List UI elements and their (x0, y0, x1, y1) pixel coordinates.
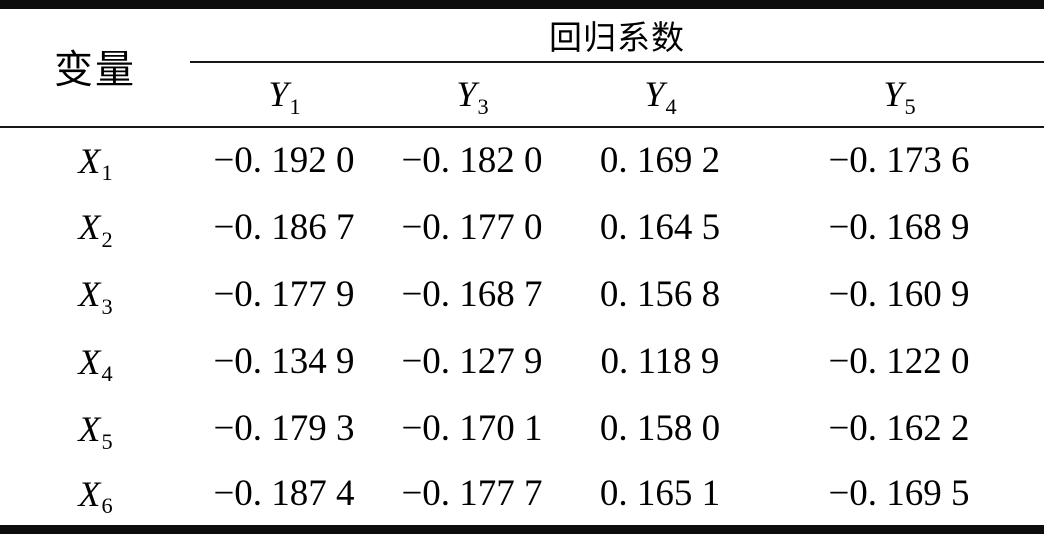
coefficient-cell: −0. 179 3 (213, 408, 355, 450)
sub-header-row: Y1 Y3 Y4 Y5 (0, 61, 1044, 128)
coefficient-cell: −0. 187 4 (213, 473, 355, 515)
coefficient-cell: −0. 127 9 (401, 341, 543, 383)
column-header-y4-base: Y (644, 74, 665, 114)
table-row: X4 −0. 134 9 −0. 127 9 0. 118 9 −0. 122 … (0, 328, 1044, 395)
column-header-y5: Y5 (754, 61, 1044, 128)
row-label-base: X (78, 408, 101, 449)
column-header-y1: Y1 (190, 61, 378, 128)
coefficient-cell: −0. 177 9 (213, 273, 355, 315)
group-header-row: 变量 回归系数 (0, 4, 1044, 128)
table-row: X1 −0. 192 0 −0. 182 0 0. 169 2 −0. 173 … (0, 127, 1044, 194)
coefficient-cell: 0. 165 1 (599, 473, 721, 515)
table-header: 变量 回归系数 Y1 Y3 Y4 Y5 (0, 4, 1044, 128)
coefficient-cell: −0. 169 5 (828, 473, 970, 515)
coefficient-cell: −0. 177 0 (401, 206, 543, 248)
coefficient-cell: 0. 164 5 (599, 206, 721, 248)
table-row: X5 −0. 179 3 −0. 170 1 0. 158 0 −0. 162 … (0, 395, 1044, 462)
row-label-subscript: 5 (101, 428, 113, 454)
coefficient-cell: −0. 160 9 (828, 273, 970, 315)
coefficient-cell: −0. 168 9 (828, 206, 970, 248)
table-row: X2 −0. 186 7 −0. 177 0 0. 164 5 −0. 168 … (0, 194, 1044, 261)
coefficient-cell: −0. 170 1 (401, 408, 543, 450)
row-label: X5 (0, 395, 190, 462)
coefficient-cell: −0. 168 7 (401, 273, 543, 315)
row-label: X6 (0, 462, 190, 529)
regression-coefficient-group-header: 回归系数 (190, 4, 1044, 63)
coefficient-cell: −0. 134 9 (213, 341, 355, 383)
row-label-base: X (78, 274, 101, 315)
row-label-subscript: 4 (101, 361, 113, 387)
row-label-base: X (78, 341, 101, 382)
column-header-y3-base: Y (456, 74, 477, 114)
column-header-y3: Y3 (378, 61, 566, 128)
row-label: X3 (0, 261, 190, 328)
coefficient-cell: −0. 177 7 (401, 473, 543, 515)
table-row: X3 −0. 177 9 −0. 168 7 0. 156 8 −0. 160 … (0, 261, 1044, 328)
row-label: X2 (0, 194, 190, 261)
coefficient-cell: −0. 186 7 (213, 206, 355, 248)
column-header-y5-base: Y (883, 74, 904, 114)
column-header-y1-base: Y (268, 74, 289, 114)
coefficient-cell: 0. 158 0 (599, 408, 721, 450)
coefficient-cell: 0. 156 8 (599, 273, 721, 315)
row-label-base: X (78, 140, 101, 181)
column-header-y4-subscript: 4 (665, 93, 677, 119)
coefficient-cell: −0. 162 2 (828, 408, 970, 450)
column-header-y3-subscript: 3 (477, 93, 489, 119)
row-label-subscript: 2 (101, 227, 113, 253)
row-label-base: X (78, 207, 101, 248)
coefficient-cell: 0. 169 2 (599, 140, 721, 182)
column-header-y4: Y4 (566, 61, 754, 128)
table-row: X6 −0. 187 4 −0. 177 7 0. 165 1 −0. 169 … (0, 462, 1044, 529)
column-header-y1-subscript: 1 (289, 93, 301, 119)
variable-column-header: 变量 (0, 4, 190, 128)
row-label-subscript: 6 (101, 493, 113, 519)
row-label: X1 (0, 127, 190, 194)
coefficient-cell: −0. 173 6 (828, 140, 970, 182)
coefficient-cell: 0. 118 9 (600, 341, 720, 383)
column-header-y5-subscript: 5 (904, 93, 916, 119)
table-body: X1 −0. 192 0 −0. 182 0 0. 169 2 −0. 173 … (0, 127, 1044, 530)
row-label: X4 (0, 328, 190, 395)
row-label-base: X (78, 473, 101, 514)
coefficient-cell: −0. 192 0 (213, 140, 355, 182)
row-label-subscript: 1 (101, 160, 113, 186)
row-label-subscript: 3 (101, 294, 113, 320)
coefficient-cell: −0. 182 0 (401, 140, 543, 182)
coefficient-cell: −0. 122 0 (828, 341, 970, 383)
